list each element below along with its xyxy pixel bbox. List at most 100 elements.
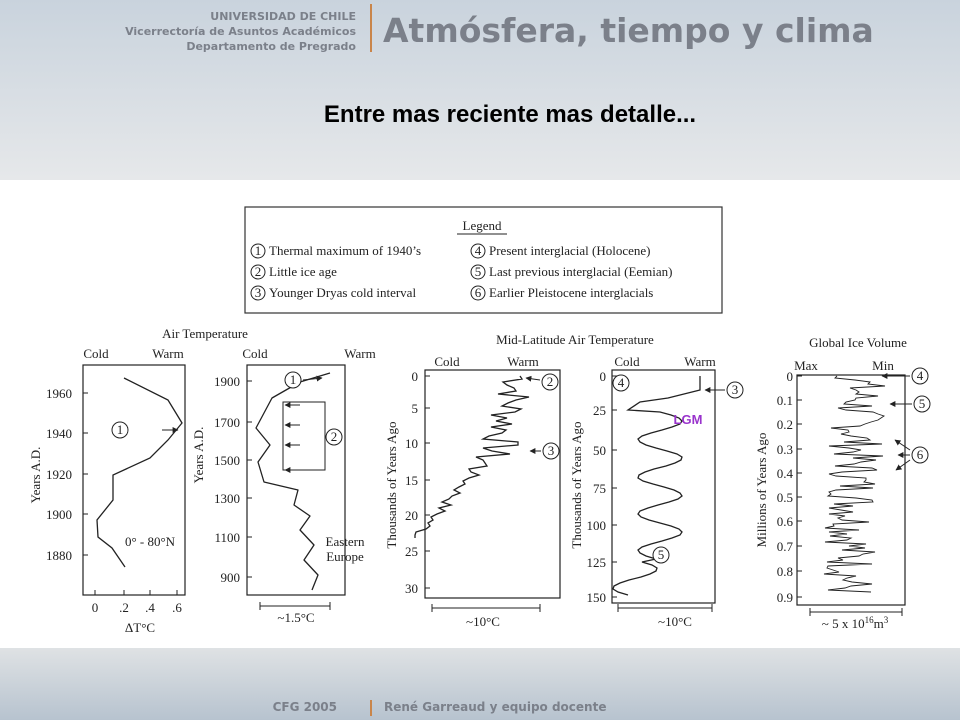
y-tick-label: 0	[600, 369, 607, 384]
marker-number: 3	[548, 443, 555, 458]
marker-circle	[325, 428, 343, 446]
marker-number: 3	[255, 285, 262, 300]
y-tick-label: 1300	[214, 491, 240, 506]
curve	[823, 375, 886, 593]
marker-circle	[470, 264, 486, 280]
panel-note: Eastern	[326, 534, 365, 549]
scale-label-part: 3	[884, 615, 889, 625]
curve	[414, 375, 530, 538]
y-tick-label: 100	[587, 518, 607, 533]
marker-arrow	[302, 375, 323, 382]
marker-number: 5	[919, 396, 926, 411]
panel-right-label: Warm	[684, 354, 715, 369]
y-tick-label: 1900	[214, 374, 240, 389]
scale-label: ~10°C	[658, 614, 692, 629]
group-title: Air Temperature	[162, 326, 248, 341]
marker-number: 5	[475, 264, 482, 279]
marker-circle	[470, 285, 486, 301]
panel-right-label: Warm	[152, 346, 183, 361]
group-title: Global Ice Volume	[809, 335, 907, 350]
legend-item: Thermal maximum of 1940’s	[269, 243, 421, 258]
scale-label-part: ~10°C	[658, 614, 692, 629]
legend-item: Little ice age	[269, 264, 337, 279]
x-tick-label: .4	[145, 600, 155, 615]
y-tick-label: 125	[587, 555, 607, 570]
marker-number: 2	[255, 264, 262, 279]
marker-circle	[250, 264, 266, 280]
panel-frame	[611, 369, 716, 604]
y-tick-label: 900	[221, 570, 241, 585]
y-tick-label: 0.5	[777, 490, 793, 505]
panel-left-label: Cold	[83, 346, 109, 361]
x-axis-label: ΔT°C	[125, 620, 155, 635]
legend-title: Legend	[463, 218, 502, 233]
curve	[255, 372, 331, 591]
y-tick-label: 1500	[214, 453, 240, 468]
x-tick-label: 0	[92, 600, 99, 615]
panel-note: 0° - 80°N	[125, 534, 176, 549]
marker-circle	[250, 285, 266, 301]
panel-frame	[424, 369, 561, 599]
y-tick-label: 25	[405, 544, 418, 559]
lgm-annotation: LGM	[674, 412, 703, 427]
y-tick-label: 0.6	[777, 514, 794, 529]
y-tick-label: 10	[405, 436, 418, 451]
y-axis-label: Thousands of Years Ago	[569, 421, 584, 548]
y-tick-label: 1700	[214, 415, 240, 430]
marker-number: 3	[732, 382, 739, 397]
marker-number: 1	[117, 422, 124, 437]
legend-item: Present interglacial (Holocene)	[489, 243, 650, 258]
y-axis-label: Thousands of Years Ago	[384, 421, 399, 548]
legend-item: Younger Dryas cold interval	[269, 285, 416, 300]
scale-label: ~10°C	[466, 614, 500, 629]
y-tick-label: 50	[593, 443, 606, 458]
marker-number: 6	[475, 285, 482, 300]
y-tick-label: 1940	[46, 426, 72, 441]
y-axis-label: Years A.D.	[191, 427, 206, 484]
legend-item: Last previous interglacial (Eemian)	[489, 264, 673, 279]
figure: Legend 1 Thermal maximum of 1940’s 2 Little …	[28, 206, 931, 635]
course-title: Atmósfera, tiempo y clima	[383, 11, 874, 50]
marker-circle	[250, 243, 266, 259]
panel-left-label: Cold	[242, 346, 268, 361]
y-tick-label: 1920	[46, 467, 72, 482]
marker-number: 2	[547, 374, 554, 389]
y-axis-label: Millions of Years Ago	[754, 433, 769, 548]
y-tick-label: 25	[593, 403, 606, 418]
marker-circle	[726, 381, 744, 399]
slide-title: Entre mas reciente mas detalle...	[324, 101, 696, 128]
curve	[96, 377, 183, 568]
marker-number: 1	[290, 372, 297, 387]
group-title: Mid-Latitude Air Temperature	[496, 332, 654, 347]
y-tick-label: 15	[405, 473, 418, 488]
panel-left-label: Cold	[614, 354, 640, 369]
y-tick-label: 1960	[46, 386, 72, 401]
panel-left-label: Max	[794, 358, 818, 373]
marker-number: 4	[475, 243, 482, 258]
marker-number: 5	[658, 547, 665, 562]
panel-frame	[246, 364, 346, 596]
y-tick-label: 0.4	[777, 466, 794, 481]
marker-circle	[652, 546, 670, 564]
marker-circle	[470, 243, 486, 259]
footer-background	[0, 648, 960, 720]
y-tick-label: 30	[405, 581, 418, 596]
marker-circle	[911, 446, 929, 464]
panel-frame	[82, 364, 186, 596]
office: Vicerrectoría de Asuntos Académicos	[125, 25, 356, 38]
y-tick-label: 75	[593, 481, 606, 496]
scale-label-part: ~ 5 x 10	[822, 616, 865, 631]
y-axis-label: Years A.D.	[28, 447, 43, 504]
marker-arrow	[525, 375, 541, 382]
marker-number: 4	[917, 368, 924, 383]
marker-circle	[612, 374, 630, 392]
y-tick-label: 0	[787, 369, 794, 384]
y-tick-label: 1900	[46, 507, 72, 522]
curve	[612, 376, 701, 596]
department: Departamento de Pregrado	[186, 40, 356, 53]
scale-label-part: 16	[865, 615, 875, 625]
panel-right-label: Warm	[344, 346, 375, 361]
marker-circle	[911, 367, 929, 385]
